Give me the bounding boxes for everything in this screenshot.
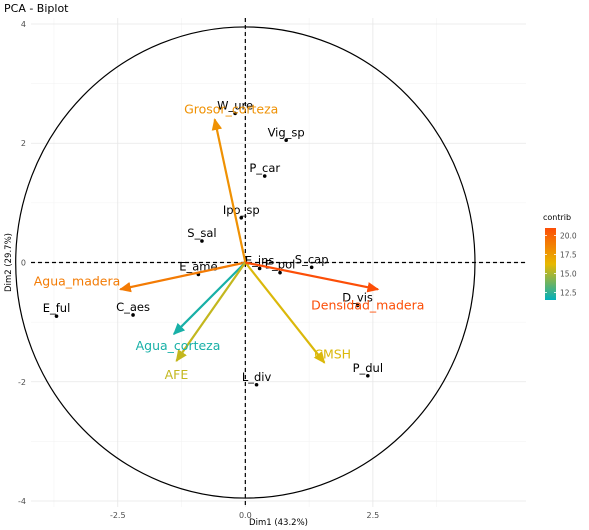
point-label: S_cap <box>295 252 329 266</box>
individual-point: D_vis <box>342 290 373 308</box>
x-tick-label: 0.0 <box>239 511 252 520</box>
variable-label: Densidad_madera <box>311 297 424 312</box>
variable-arrow <box>245 261 380 293</box>
individual-point: Vig_sp <box>268 125 305 143</box>
point-label: D_vis <box>342 290 373 304</box>
point-marker <box>54 314 59 318</box>
individual-point: S_cap <box>295 252 329 270</box>
point-marker <box>309 265 314 270</box>
point-label: P_dul <box>353 361 383 375</box>
variable-label: AFE <box>165 367 189 382</box>
y-tick-label: -4 <box>18 497 26 506</box>
y-axis-title: Dim2 (29.7%) <box>4 233 14 292</box>
point-marker <box>257 266 262 271</box>
variable-label: Agua_madera <box>34 273 121 288</box>
point-marker <box>239 215 244 220</box>
point-marker <box>233 111 237 116</box>
legend-tick-label: 20.0 <box>560 232 577 241</box>
individual-point: P_dul <box>353 361 383 378</box>
individual-point: E_ame <box>179 259 218 277</box>
point-label: Ipo_sp <box>223 203 260 217</box>
point-label: L_div <box>242 370 272 384</box>
y-tick-label: 4 <box>21 20 26 29</box>
individual-point: Ipo_sp <box>223 203 260 220</box>
point-label: C_aes <box>116 300 150 314</box>
individual-point: S_sal <box>187 226 217 243</box>
individual-point: C_aes <box>116 300 150 317</box>
point-label: S_sal <box>187 226 216 240</box>
point-marker <box>200 239 204 243</box>
variable-arrow <box>211 118 247 263</box>
legend-tick-label: 17.5 <box>560 251 577 260</box>
x-tick-label: 2.5 <box>367 511 380 520</box>
y-tick-label: -2 <box>18 378 26 387</box>
point-marker <box>284 138 288 143</box>
legend-tick-label: 15.0 <box>560 269 577 278</box>
legend-title: contrib <box>543 213 571 222</box>
y-tick-label: 2 <box>21 139 26 148</box>
variable-arrow <box>244 261 326 364</box>
variable-arrow <box>172 261 247 335</box>
variable-label: CMSH <box>314 347 351 362</box>
point-label: E_ful <box>43 301 71 315</box>
chart-title: PCA - Biplot <box>4 2 69 15</box>
x-axis-title: Dim1 (43.2%) <box>249 518 308 528</box>
y-tick-label: 0 <box>21 259 26 268</box>
point-marker <box>355 303 360 308</box>
variable-arrow <box>119 261 246 293</box>
legend-tick-label: 12.5 <box>560 288 577 297</box>
point-marker <box>131 313 135 317</box>
legend-colorbar <box>545 228 556 300</box>
point-label: Vig_sp <box>268 125 305 139</box>
x-tick-label: -2.5 <box>110 511 126 520</box>
individual-point: P_car <box>249 161 280 178</box>
variable-label: Agua_corteza <box>136 338 221 353</box>
variable-arrow <box>175 261 247 362</box>
point-marker <box>254 382 259 387</box>
individual-point: E_ful <box>43 301 71 318</box>
point-label: W_ure <box>217 98 253 112</box>
point-label: E_ame <box>179 259 217 273</box>
point-marker <box>366 374 370 378</box>
point-label: P_car <box>249 161 280 175</box>
point-marker <box>262 174 267 178</box>
variable-label: Grosor_corteza <box>184 101 278 116</box>
point-marker <box>278 270 282 275</box>
individual-point: W_ure <box>217 98 253 116</box>
individual-point: L_div <box>242 370 272 387</box>
